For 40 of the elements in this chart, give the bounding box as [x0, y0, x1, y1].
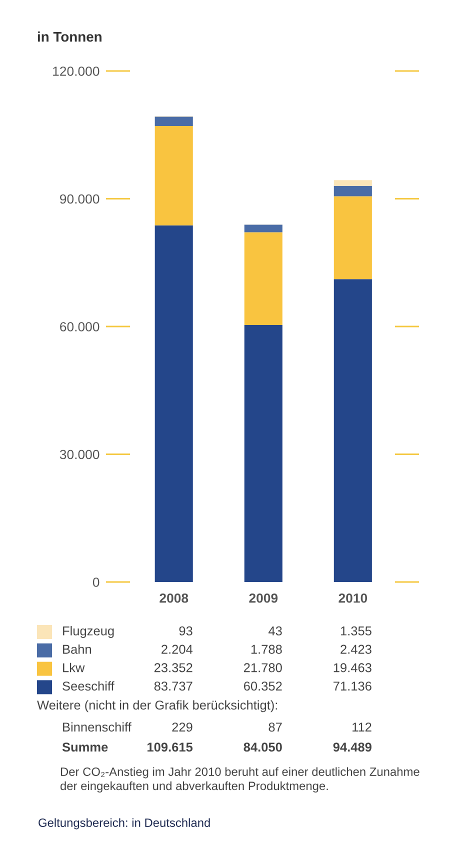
x-tick-label: 2010	[338, 593, 368, 603]
bar	[334, 196, 372, 280]
data-label: 2.204	[162, 644, 193, 654]
data-label: 2.423	[340, 644, 372, 654]
y-axis-title: in Tonnen	[38, 32, 102, 42]
bar	[244, 232, 282, 325]
text: Der CO₂-Anstieg im Jahr 2010 beruht auf einer deutlichen Zunahme der eingekauften und abverkauften Produktmenge.	[60, 767, 420, 792]
y-tick-label: 60.000	[60, 322, 100, 332]
data-label: 19.463	[334, 663, 372, 672]
y-tick-label: 120.000	[53, 66, 100, 76]
bar	[154, 225, 193, 582]
x-tick-label: 2009	[249, 593, 278, 603]
data-label: 1.788	[251, 644, 282, 654]
bar	[154, 126, 193, 226]
bar	[244, 325, 282, 582]
data-label: 1.355	[340, 626, 372, 636]
data-label: 43	[268, 626, 282, 636]
data-label: 23.352	[154, 663, 192, 672]
data-label: 71.136	[334, 682, 372, 691]
bar	[154, 116, 193, 126]
data-label: 93	[179, 626, 192, 636]
bar	[334, 279, 372, 582]
data-label: 60.352	[244, 682, 282, 691]
data-label: 83.737	[154, 682, 192, 691]
text: Summe 109.615 84.050 94.489	[62, 742, 372, 752]
bar	[244, 224, 282, 232]
legend-label: Lkw	[63, 662, 85, 672]
y-tick-label: 90.000	[60, 194, 100, 204]
text: Weitere (nicht in der Grafik berücksichtigt):	[37, 700, 278, 712]
y-tick-label: 30.000	[60, 450, 100, 460]
data-label: 21.780	[244, 663, 282, 672]
bar	[334, 186, 372, 196]
y-tick-label: 0	[92, 578, 100, 587]
legend-label: Seeschiff	[62, 681, 114, 691]
text: Geltungsbereich: in Deutschland	[38, 818, 210, 830]
legend-label: Flugzeug	[63, 626, 114, 638]
text: Binnenschiff 229 87 112	[63, 722, 372, 732]
x-tick-label: 2008	[160, 593, 188, 603]
legend-label: Bahn	[63, 644, 92, 654]
bar	[334, 180, 372, 186]
